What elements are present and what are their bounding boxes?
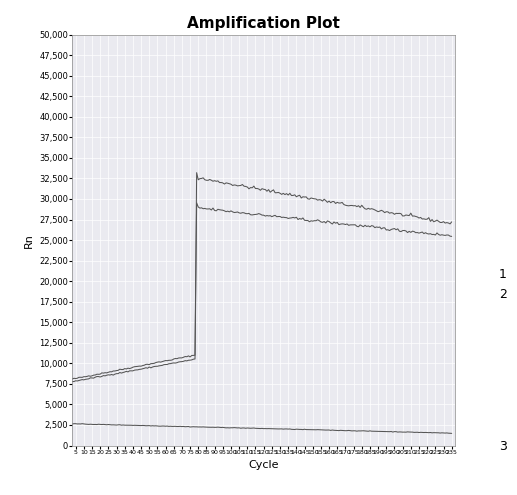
Title: Amplification Plot: Amplification Plot: [187, 16, 340, 31]
Y-axis label: Rn: Rn: [24, 233, 34, 248]
Text: 2: 2: [499, 288, 507, 301]
X-axis label: Cycle: Cycle: [249, 460, 279, 470]
Text: 3: 3: [499, 440, 507, 453]
Text: 1: 1: [499, 268, 507, 281]
